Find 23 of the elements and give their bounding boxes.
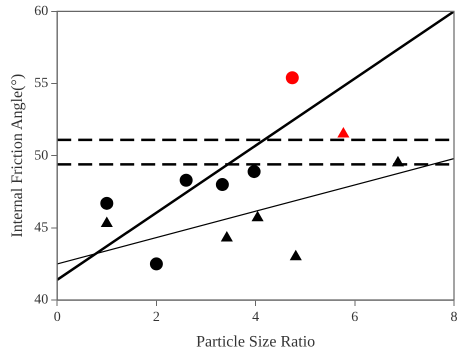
point	[338, 128, 350, 138]
point	[221, 231, 233, 242]
point	[290, 250, 302, 260]
y-tick-label: 50	[34, 148, 48, 164]
y-tick-label: 60	[34, 4, 48, 20]
point	[150, 257, 163, 270]
point	[101, 217, 112, 228]
point	[180, 174, 193, 187]
x-tick-label: 0	[54, 310, 61, 326]
point	[216, 178, 229, 192]
point	[248, 165, 261, 178]
point	[252, 211, 264, 222]
y-axis-title: Internal Friction Angle(°)	[8, 74, 26, 238]
x-tick-label: 8	[450, 310, 458, 326]
x-axis-title: Particle Size Ratio	[196, 334, 316, 351]
x-tick-label: 6	[351, 310, 358, 326]
y-tick-label: 45	[34, 220, 48, 236]
y-tick-label: 55	[34, 76, 48, 92]
point	[100, 196, 114, 210]
point	[286, 71, 299, 84]
y-tick-label: 40	[34, 292, 48, 308]
x-tick-label: 4	[252, 310, 260, 326]
x-tick-label: 2	[152, 310, 160, 326]
